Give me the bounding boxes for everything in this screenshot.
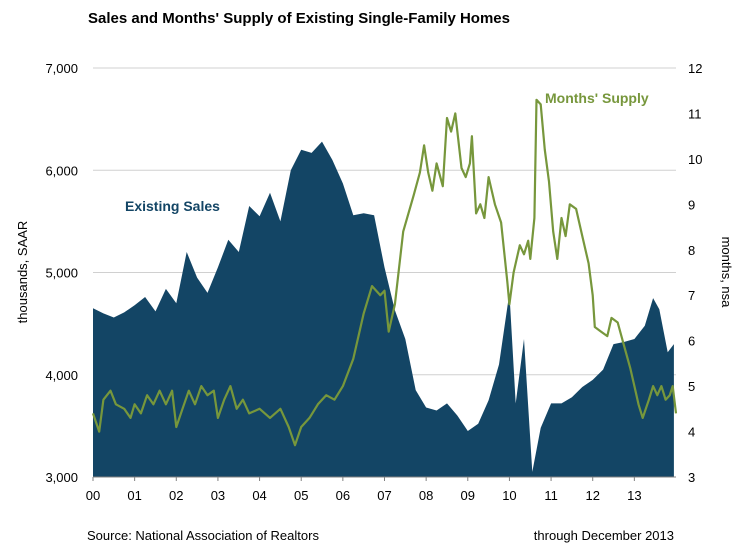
x-tick-label: 12 [585,488,599,503]
x-tick-label: 01 [127,488,141,503]
y-left-tick-label: 3,000 [45,470,78,485]
source-note: Source: National Association of Realtors [87,528,319,543]
y-left-tick-label: 4,000 [45,368,78,383]
y-right-tick-label: 5 [688,379,695,394]
y-left-tick-label: 5,000 [45,266,78,281]
x-tick-label: 03 [211,488,225,503]
months-supply-annotation: Months' Supply [545,90,649,106]
axes: 3,000 4,000 5,000 6,000 7,000 3 4 5 6 7 8 9 10 11 12 00… [45,61,702,503]
x-tick-label: 13 [627,488,641,503]
chart-title: Sales and Months' Supply of Existing Sin… [88,10,510,27]
y-right-tick-label: 6 [688,334,695,349]
x-tick-label: 00 [86,488,100,503]
months-supply-line [91,98,678,447]
sales-area-layer [93,141,674,477]
x-tick-label: 10 [502,488,516,503]
x-tick-label: 02 [169,488,183,503]
y-right-tick-label: 8 [688,243,695,258]
y-right-axis-title: months, nsa [719,237,734,309]
labels: thousands, SAAR months, nsa Existing Sales… [15,90,734,323]
x-tick-label: 04 [252,488,266,503]
x-tick-label: 11 [544,488,558,503]
x-tick-label: 09 [461,488,475,503]
through-note: through December 2013 [533,528,674,543]
y-right-tick-label: 11 [688,106,702,121]
y-left-axis-title: thousands, SAAR [15,221,30,324]
y-right-tick-label: 3 [688,470,695,485]
y-right-tick-label: 7 [688,288,695,303]
y-right-tick-label: 4 [688,425,695,440]
x-tick-label: 06 [336,488,350,503]
y-right-tick-label: 9 [688,197,695,212]
x-tick-label: 07 [377,488,391,503]
x-tick-label: 05 [294,488,308,503]
existing-sales-annotation: Existing Sales [125,198,220,214]
y-right-tick-label: 12 [688,61,702,76]
y-left-tick-label: 6,000 [45,163,78,178]
existing-sales-area [93,141,674,477]
x-tick-label: 08 [419,488,433,503]
y-right-tick-label: 10 [688,152,702,167]
supply-line-layer [91,98,678,447]
y-left-tick-label: 7,000 [45,61,78,76]
